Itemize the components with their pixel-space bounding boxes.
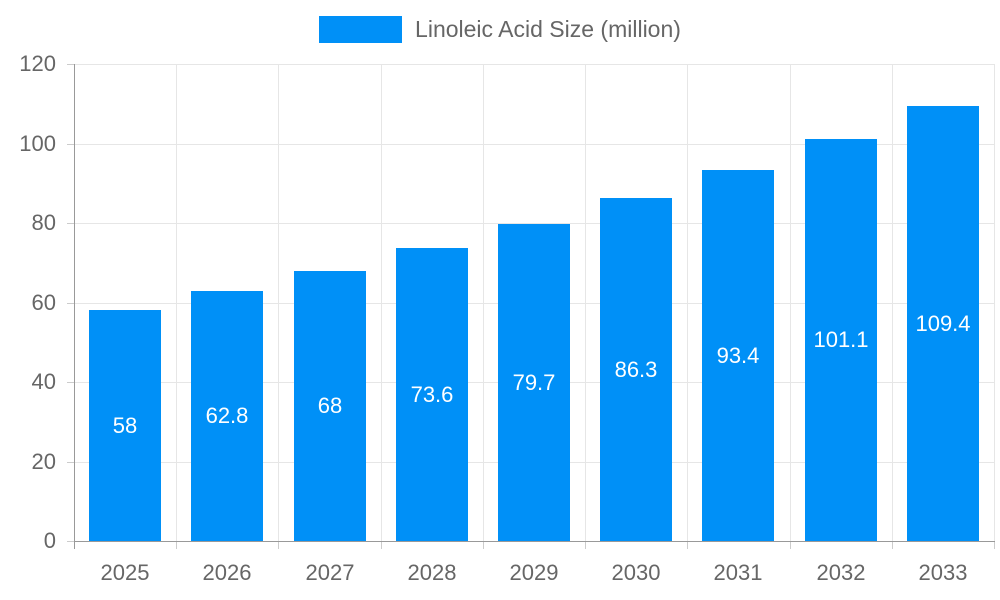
- x-tick-label: 2032: [816, 560, 866, 585]
- x-gridline: [994, 64, 995, 541]
- x-tick-label: 2033: [918, 560, 968, 585]
- y-tick: [67, 382, 74, 383]
- x-tick: [994, 541, 995, 549]
- y-gridline: [74, 64, 994, 65]
- x-tick: [585, 541, 586, 549]
- x-tick-label: 2026: [202, 560, 252, 585]
- y-tick: [67, 303, 74, 304]
- x-tick: [483, 541, 484, 549]
- x-tick-label: 2027: [305, 560, 355, 585]
- x-axis-line: [74, 541, 995, 542]
- bar-value-label: 101.1: [813, 327, 869, 352]
- bar[interactable]: [89, 310, 161, 541]
- y-tick-label: 100: [19, 131, 56, 156]
- bar-value-label: 68: [317, 393, 343, 418]
- bar-value-label: 86.3: [614, 357, 658, 382]
- x-gridline: [585, 64, 586, 541]
- y-tick: [67, 541, 74, 542]
- y-tick-label: 60: [31, 290, 56, 315]
- y-axis-line: [74, 64, 75, 549]
- bar-value-label: 109.4: [915, 311, 971, 336]
- y-tick-label: 80: [31, 210, 56, 235]
- bar[interactable]: [294, 271, 366, 541]
- bar[interactable]: [805, 139, 877, 541]
- bar-value-label: 79.7: [512, 370, 556, 395]
- x-tick: [790, 541, 791, 549]
- bar-value-label: 58: [112, 413, 138, 438]
- x-gridline: [687, 64, 688, 541]
- x-tick: [278, 541, 279, 549]
- bar-value-label: 62.8: [205, 403, 249, 428]
- x-tick-label: 2025: [100, 560, 150, 585]
- x-tick: [176, 541, 177, 549]
- legend-label: Linoleic Acid Size (million): [415, 16, 681, 42]
- y-tick: [67, 223, 74, 224]
- bar[interactable]: [907, 106, 979, 541]
- x-tick: [381, 541, 382, 549]
- bar-value-label: 93.4: [716, 343, 760, 368]
- y-tick: [67, 462, 74, 463]
- x-tick-label: 2030: [611, 560, 661, 585]
- y-tick-label: 120: [19, 51, 56, 76]
- x-gridline: [892, 64, 893, 541]
- y-gridline: [74, 144, 994, 145]
- y-gridline: [74, 223, 994, 224]
- x-tick-label: 2031: [713, 560, 763, 585]
- x-gridline: [790, 64, 791, 541]
- x-tick: [892, 541, 893, 549]
- bar[interactable]: [600, 198, 672, 541]
- bar-value-label: 73.6: [410, 382, 454, 407]
- x-tick: [687, 541, 688, 549]
- legend-swatch: [319, 16, 403, 43]
- y-tick-label: 0: [43, 528, 56, 553]
- x-gridline: [278, 64, 279, 541]
- x-gridline: [483, 64, 484, 541]
- x-tick-label: 2028: [407, 560, 457, 585]
- bar[interactable]: [498, 224, 570, 541]
- bar[interactable]: [702, 170, 774, 541]
- x-gridline: [381, 64, 382, 541]
- x-tick-label: 2029: [509, 560, 559, 585]
- bar[interactable]: [191, 291, 263, 541]
- bar[interactable]: [396, 248, 468, 541]
- legend-item[interactable]: Linoleic Acid Size (million): [0, 16, 1000, 43]
- y-tick-label: 40: [31, 369, 56, 394]
- x-gridline: [176, 64, 177, 541]
- y-tick-label: 20: [31, 449, 56, 474]
- y-tick: [67, 64, 74, 65]
- y-tick: [67, 144, 74, 145]
